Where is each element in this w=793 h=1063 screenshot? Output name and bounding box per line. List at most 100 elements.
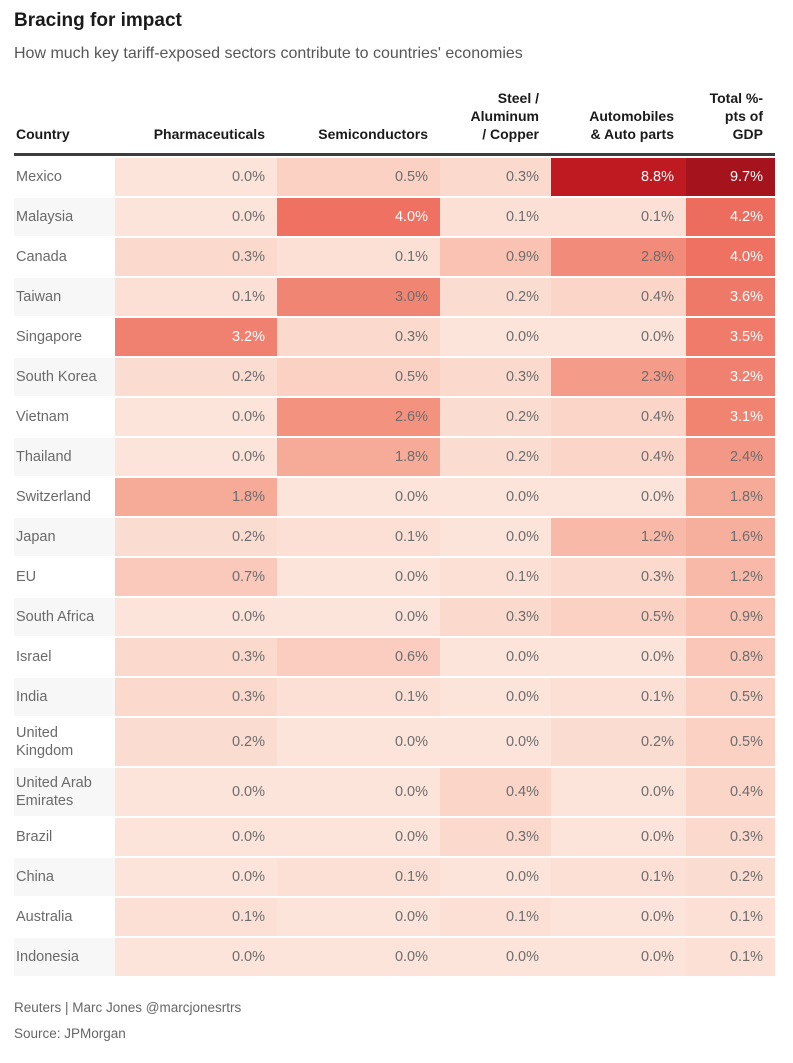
value-cell: 0.1% bbox=[686, 898, 775, 937]
value-cell: 1.2% bbox=[551, 517, 686, 556]
value-cell: 0.1% bbox=[686, 938, 775, 977]
value-cell: 9.7% bbox=[686, 157, 775, 196]
value-cell: 0.7% bbox=[115, 557, 277, 596]
value-cell: 4.2% bbox=[686, 197, 775, 236]
value-cell: 0.0% bbox=[277, 717, 440, 766]
value-cell: 0.1% bbox=[551, 197, 686, 236]
value-cell: 0.0% bbox=[115, 397, 277, 436]
value-cell: 0.5% bbox=[551, 597, 686, 636]
value-cell: 1.6% bbox=[686, 517, 775, 556]
country-cell: Brazil bbox=[14, 818, 115, 857]
table-row: South Africa 0.0% 0.0% 0.3% 0.5% 0.9% bbox=[14, 597, 775, 636]
value-cell: 0.1% bbox=[440, 557, 551, 596]
value-cell: 0.1% bbox=[277, 858, 440, 897]
value-cell: 0.0% bbox=[277, 597, 440, 636]
value-cell: 0.3% bbox=[440, 357, 551, 396]
country-cell: Vietnam bbox=[14, 397, 115, 436]
value-cell: 0.0% bbox=[115, 858, 277, 897]
page-title: Bracing for impact bbox=[14, 10, 182, 31]
value-cell: 0.4% bbox=[551, 397, 686, 436]
value-cell: 0.0% bbox=[115, 818, 277, 857]
country-cell: United Kingdom bbox=[14, 717, 115, 766]
value-cell: 3.6% bbox=[686, 277, 775, 316]
value-cell: 0.0% bbox=[440, 677, 551, 716]
value-cell: 0.0% bbox=[277, 818, 440, 857]
value-cell: 3.0% bbox=[277, 277, 440, 316]
value-cell: 2.3% bbox=[551, 357, 686, 396]
value-cell: 2.6% bbox=[277, 397, 440, 436]
value-cell: 3.2% bbox=[686, 357, 775, 396]
value-cell: 0.0% bbox=[551, 938, 686, 977]
footer: Reuters | Marc Jones @marcjonesrtrs Sour… bbox=[14, 1000, 775, 1041]
table-row: South Korea 0.2% 0.5% 0.3% 2.3% 3.2% bbox=[14, 357, 775, 396]
table-row: United Arab Emirates 0.0% 0.0% 0.4% 0.0% 0.4% bbox=[14, 767, 775, 817]
column-header-pharmaceuticals: Pharmaceuticals bbox=[115, 89, 277, 156]
value-cell: 8.8% bbox=[551, 157, 686, 196]
country-cell: Australia bbox=[14, 898, 115, 937]
value-cell: 1.2% bbox=[686, 557, 775, 596]
country-cell: Japan bbox=[14, 517, 115, 556]
value-cell: 0.3% bbox=[115, 677, 277, 716]
country-cell: India bbox=[14, 677, 115, 716]
value-cell: 0.3% bbox=[440, 597, 551, 636]
value-cell: 0.2% bbox=[440, 437, 551, 476]
value-cell: 0.0% bbox=[277, 557, 440, 596]
value-cell: 0.3% bbox=[277, 317, 440, 356]
value-cell: 0.0% bbox=[277, 477, 440, 516]
source-line: Source: JPMorgan bbox=[14, 1026, 126, 1042]
value-cell: 0.3% bbox=[115, 237, 277, 276]
value-cell: 3.2% bbox=[115, 317, 277, 356]
value-cell: 4.0% bbox=[686, 237, 775, 276]
table-header: Country Pharmaceuticals Semiconductors S… bbox=[14, 89, 775, 156]
value-cell: 0.3% bbox=[440, 818, 551, 857]
table-row: Brazil 0.0% 0.0% 0.3% 0.0% 0.3% bbox=[14, 818, 775, 857]
value-cell: 0.0% bbox=[277, 767, 440, 817]
value-cell: 4.0% bbox=[277, 197, 440, 236]
value-cell: 0.0% bbox=[551, 637, 686, 676]
table-row: United Kingdom 0.2% 0.0% 0.0% 0.2% 0.5% bbox=[14, 717, 775, 766]
credit-line: Reuters | Marc Jones @marcjonesrtrs bbox=[14, 1000, 242, 1016]
country-cell: Singapore bbox=[14, 317, 115, 356]
value-cell: 0.4% bbox=[551, 277, 686, 316]
value-cell: 0.0% bbox=[115, 597, 277, 636]
value-cell: 2.8% bbox=[551, 237, 686, 276]
column-header-steel-aluminum-copper: Steel / Aluminum / Copper bbox=[440, 89, 551, 156]
table-row: Vietnam 0.0% 2.6% 0.2% 0.4% 3.1% bbox=[14, 397, 775, 436]
column-header-semiconductors: Semiconductors bbox=[277, 89, 440, 156]
table-row: Taiwan 0.1% 3.0% 0.2% 0.4% 3.6% bbox=[14, 277, 775, 316]
table-row: EU 0.7% 0.0% 0.1% 0.3% 1.2% bbox=[14, 557, 775, 596]
column-header-total-pts-gdp: Total %- pts of GDP bbox=[686, 89, 775, 156]
value-cell: 0.0% bbox=[551, 317, 686, 356]
table-row: Singapore 3.2% 0.3% 0.0% 0.0% 3.5% bbox=[14, 317, 775, 356]
value-cell: 1.8% bbox=[686, 477, 775, 516]
value-cell: 0.0% bbox=[115, 437, 277, 476]
value-cell: 0.5% bbox=[277, 357, 440, 396]
value-cell: 0.2% bbox=[686, 858, 775, 897]
value-cell: 0.1% bbox=[277, 517, 440, 556]
country-cell: Malaysia bbox=[14, 197, 115, 236]
value-cell: 0.0% bbox=[440, 637, 551, 676]
value-cell: 0.3% bbox=[551, 557, 686, 596]
value-cell: 0.1% bbox=[277, 237, 440, 276]
table-row: China 0.0% 0.1% 0.0% 0.1% 0.2% bbox=[14, 858, 775, 897]
value-cell: 0.9% bbox=[686, 597, 775, 636]
value-cell: 0.0% bbox=[440, 317, 551, 356]
value-cell: 0.2% bbox=[115, 357, 277, 396]
country-cell: Israel bbox=[14, 637, 115, 676]
value-cell: 0.0% bbox=[440, 938, 551, 977]
table-row: Canada 0.3% 0.1% 0.9% 2.8% 4.0% bbox=[14, 237, 775, 276]
country-cell: Taiwan bbox=[14, 277, 115, 316]
value-cell: 0.0% bbox=[115, 767, 277, 817]
country-cell: China bbox=[14, 858, 115, 897]
value-cell: 0.1% bbox=[440, 898, 551, 937]
table-row: Indonesia 0.0% 0.0% 0.0% 0.0% 0.1% bbox=[14, 938, 775, 977]
value-cell: 0.0% bbox=[440, 858, 551, 897]
value-cell: 0.4% bbox=[686, 767, 775, 817]
value-cell: 0.0% bbox=[551, 898, 686, 937]
value-cell: 2.4% bbox=[686, 437, 775, 476]
value-cell: 0.0% bbox=[551, 477, 686, 516]
column-header-automobiles-auto-parts: Automobiles & Auto parts bbox=[551, 89, 686, 156]
value-cell: 0.3% bbox=[686, 818, 775, 857]
value-cell: 0.0% bbox=[115, 197, 277, 236]
